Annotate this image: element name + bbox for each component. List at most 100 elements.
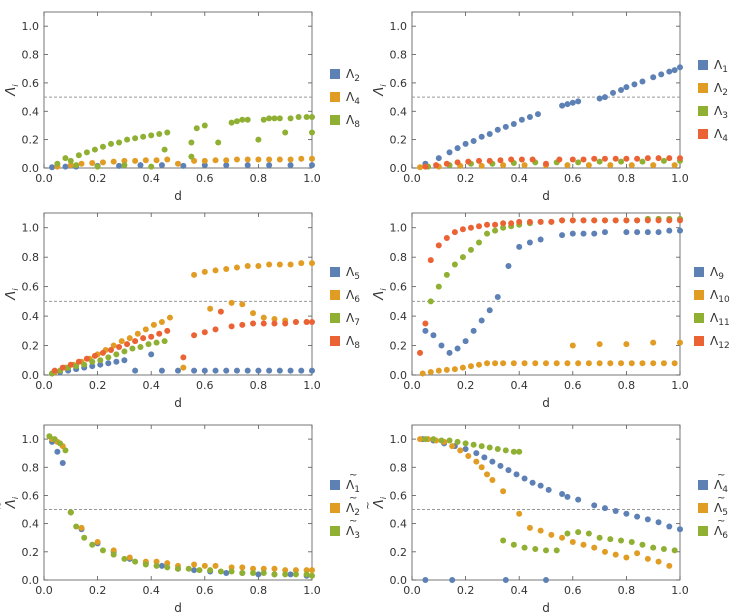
data-point [505, 467, 512, 474]
y-tick-label: 0.0 [22, 162, 40, 175]
data-point [644, 217, 651, 224]
data-point [287, 571, 294, 578]
data-point [153, 339, 160, 346]
x-tick-label: 0.2 [89, 584, 107, 597]
legend-symbol: Λ [714, 81, 723, 95]
data-point [212, 562, 219, 569]
series-Λ8 [54, 113, 315, 170]
y-tick-label: 0.2 [22, 546, 40, 559]
y-tick-label: 0.4 [22, 310, 40, 323]
data-point [644, 555, 651, 562]
y-tick-label: 0.0 [390, 574, 408, 587]
y-axis-label-symbol: Λ [372, 499, 387, 509]
data-point [500, 537, 507, 544]
data-point [158, 162, 165, 169]
data-point [454, 438, 461, 445]
data-point [201, 329, 208, 336]
y-axis-label-symbol: Λ [4, 291, 19, 301]
data-point [500, 220, 507, 227]
y-tick-label: 1.0 [22, 433, 40, 446]
data-point [666, 68, 673, 75]
legend-tilde: ~ [717, 470, 725, 481]
legend-item: Λ6~ [698, 516, 728, 541]
data-point [449, 443, 456, 450]
data-point [81, 361, 88, 368]
x-tick-label: 0.0 [35, 172, 53, 185]
legend-symbol: Λ [346, 90, 355, 104]
data-point [655, 558, 662, 565]
x-tick-label: 0.8 [250, 584, 268, 597]
x-tick-label: 0.4 [510, 584, 528, 597]
data-point [591, 502, 598, 509]
data-point [260, 565, 267, 572]
data-point [108, 140, 114, 147]
data-point [435, 242, 442, 249]
data-point [201, 162, 208, 169]
y-tick-label: 0.0 [22, 574, 40, 587]
legend-subscript: 8 [354, 341, 360, 351]
legend-subscript: 8 [354, 120, 360, 130]
data-point [545, 486, 552, 493]
legend-subscript: 9 [718, 272, 724, 282]
data-point [215, 139, 222, 146]
data-point [188, 153, 195, 160]
data-point [75, 152, 82, 159]
data-point [67, 157, 74, 164]
data-point [543, 547, 549, 554]
data-point [438, 437, 445, 444]
data-point [116, 139, 123, 146]
data-point [489, 476, 496, 483]
legend-item: Λ4~ [698, 470, 728, 495]
y-tick-label: 0.4 [22, 105, 40, 118]
data-point [655, 155, 662, 162]
legend-swatch [330, 503, 340, 513]
data-point [553, 360, 560, 367]
data-point [427, 369, 434, 376]
x-tick-label: 0.8 [250, 172, 268, 185]
x-tick-label: 0.0 [403, 379, 421, 392]
data-point [124, 341, 131, 348]
data-point [494, 126, 501, 133]
legend-label: Λ11 [710, 311, 730, 328]
legend-label: Λ5 [714, 501, 728, 518]
data-point [287, 156, 294, 163]
data-point [462, 140, 469, 147]
data-point [73, 363, 80, 370]
legend-subscript: 5 [354, 272, 360, 282]
data-point [201, 367, 208, 374]
legend-symbol: Λ [714, 524, 723, 538]
data-point [644, 516, 651, 523]
series-Λ11 [427, 215, 683, 305]
data-point [569, 342, 576, 349]
legend-swatch [694, 313, 704, 323]
data-point [201, 562, 208, 569]
data-point [459, 254, 466, 261]
y-axis-label: Λi~ [363, 496, 388, 510]
data-point [564, 530, 571, 537]
data-point [502, 577, 509, 583]
data-point [650, 162, 657, 169]
data-point [476, 361, 482, 368]
legend-subscript: 2 [354, 508, 360, 518]
legend-label: Λ2 [346, 67, 360, 84]
data-point [575, 529, 582, 536]
legend-symbol: Λ [714, 58, 723, 72]
data-point [532, 360, 539, 367]
series-Λ4 [54, 155, 315, 170]
x-axis-label: d [542, 189, 550, 203]
y-tick-label: 1.0 [390, 20, 408, 33]
data-point [422, 436, 429, 443]
data-point [239, 321, 246, 328]
data-point [201, 268, 208, 275]
legend-subscript: 4 [354, 97, 360, 107]
data-point [180, 364, 187, 371]
legend-symbol: Λ [346, 113, 355, 127]
data-point [153, 562, 160, 569]
data-point [677, 227, 683, 234]
data-point [303, 567, 310, 574]
data-point [73, 523, 80, 530]
data-point [113, 351, 120, 358]
y-tick-label: 0.8 [390, 461, 408, 474]
